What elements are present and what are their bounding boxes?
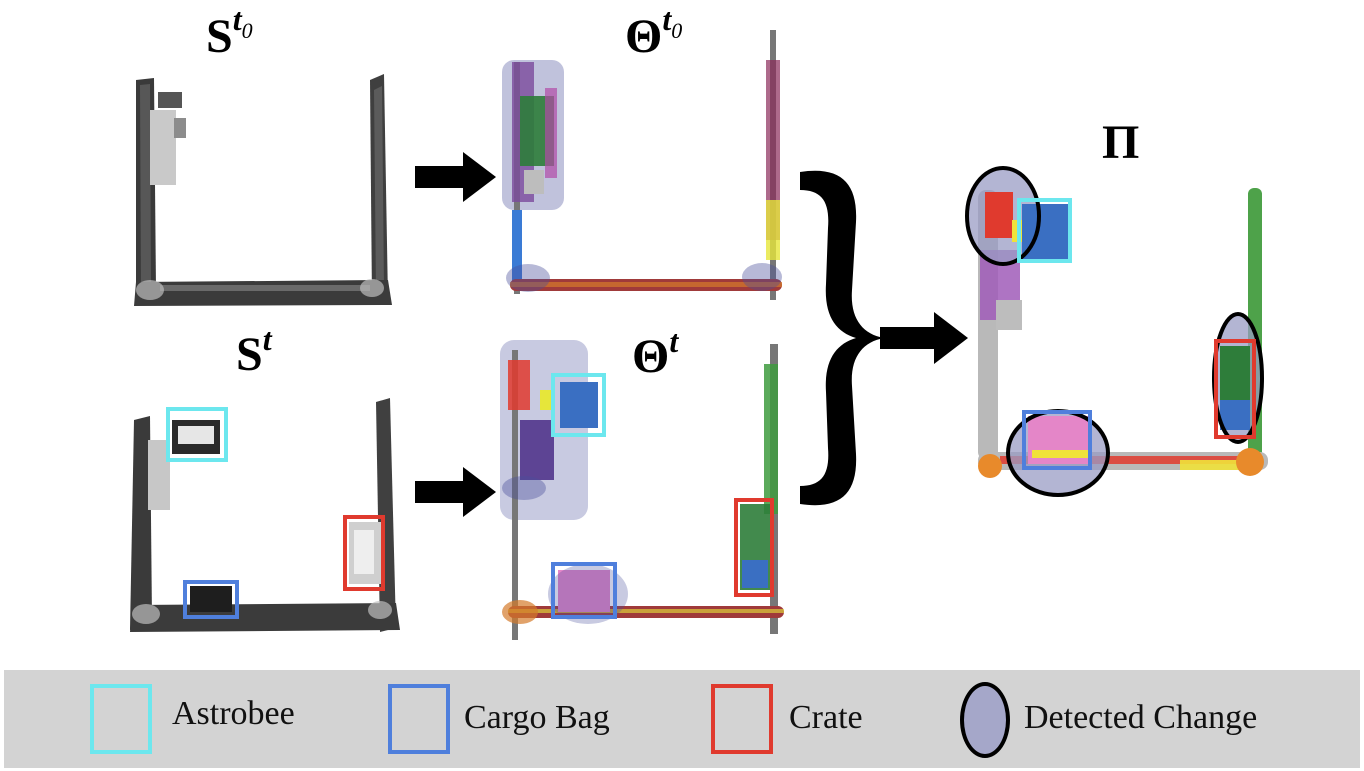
crate-box — [343, 515, 385, 591]
arrow-bottom — [415, 467, 496, 517]
scan-t0-panel: St0 — [134, 1, 392, 306]
legend-label-crate: Crate — [789, 699, 863, 736]
detected-change-swatch — [960, 682, 1010, 758]
legend-label-astrobee: Astrobee — [172, 695, 295, 732]
crate-box — [734, 498, 774, 597]
astrobee-swatch — [90, 684, 152, 754]
theta-t-label: Θt — [632, 323, 679, 383]
crate-box — [1214, 339, 1256, 439]
scan-t-panel: St — [130, 321, 400, 632]
merge-brace — [800, 170, 968, 506]
legend: Astrobee Cargo Bag Crate Detected Change — [4, 670, 1360, 768]
result-panel: Π — [965, 116, 1268, 497]
cargo-bag-swatch — [388, 684, 450, 754]
astrobee-box — [551, 373, 606, 437]
cargo-bag-box — [183, 580, 239, 619]
cargo-bag-box — [551, 562, 617, 619]
astrobee-box — [1017, 198, 1072, 263]
theta-t-panel: Θt — [500, 323, 784, 640]
legend-label-detected-change: Detected Change — [1024, 699, 1258, 736]
result-label: Π — [1102, 116, 1139, 169]
scan-t0-label: St0 — [206, 1, 253, 63]
pipeline-diagram: St0 St — [130, 1, 1268, 640]
cargo-bag-box — [1022, 410, 1092, 470]
legend-label-cargo-bag: Cargo Bag — [464, 699, 610, 736]
scan-t-label: St — [236, 321, 273, 381]
astrobee-box — [166, 407, 228, 462]
detected-change-ellipse — [965, 166, 1041, 266]
theta-t0-label: Θt0 — [625, 1, 682, 63]
theta-t0-panel: Θt0 — [502, 1, 782, 300]
crate-swatch — [711, 684, 773, 754]
arrow-top — [415, 152, 496, 202]
